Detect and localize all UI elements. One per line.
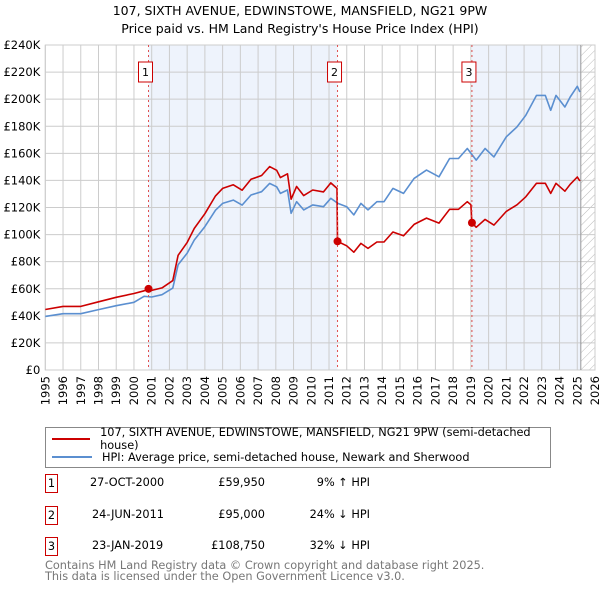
y-tick-label: £220K: [3, 65, 40, 79]
y-tick-label: £60K: [11, 282, 41, 296]
y-tick-label: £240K: [3, 38, 40, 52]
y-tick-label: £200K: [3, 92, 40, 106]
sale-marker-box: [138, 61, 154, 83]
legend-swatch-hpi: [52, 456, 92, 458]
transaction-row: 1 27-OCT-2000 £59,950 9% ↑ HPI: [45, 474, 445, 494]
x-tick-label: 1998: [91, 376, 105, 405]
sale-marker-label: 1: [142, 66, 149, 79]
chart-subtitle: Price paid vs. HM Land Registry's House …: [121, 21, 479, 36]
y-tick-label: £180K: [3, 119, 40, 133]
sale-marker-label: 3: [465, 66, 472, 79]
legend-item-price: 107, SIXTH AVENUE, EDWINSTOWE, MANSFIELD…: [52, 426, 550, 452]
sale-marker-box: [461, 61, 477, 83]
x-tick-label: 2017: [428, 376, 442, 405]
legend-label-hpi: HPI: Average price, semi-detached house,…: [102, 450, 470, 464]
x-tick-label: 2008: [269, 376, 283, 405]
y-tick-label: £140K: [3, 173, 40, 187]
x-tick-label: 2006: [233, 376, 247, 405]
footer-licence: This data is licensed under the Open Gov…: [45, 570, 405, 583]
y-tick-label: £120K: [3, 201, 40, 215]
x-tick-label: 2009: [287, 376, 301, 405]
x-tick-label: 2025: [570, 376, 584, 405]
price-chart: 1995 1996 1997 1998 1999 2000 2001 2002 2003 2004…: [3, 38, 600, 405]
x-tick-label: 2001: [145, 376, 159, 405]
transaction-price: £108,750: [211, 539, 265, 552]
sale-point: [333, 237, 342, 246]
x-tick-label: 2003: [180, 376, 194, 405]
footer-copyright: Contains HM Land Registry data © Crown c…: [45, 559, 485, 572]
x-tick-label: 2015: [393, 376, 407, 405]
transaction-hpi: 9% ↑ HPI: [316, 476, 370, 489]
sale-marker-label: 2: [331, 66, 338, 79]
y-tick-label: £160K: [3, 146, 40, 160]
hpi-line: [45, 85, 581, 318]
x-tick-label: 2026: [588, 376, 600, 405]
transaction-date: 24-JUN-2011: [92, 508, 164, 521]
y-tick-label: £80K: [11, 255, 41, 269]
x-tick-label: 2010: [304, 376, 318, 405]
transaction-number: 1: [45, 474, 58, 493]
legend-item-hpi: HPI: Average price, semi-detached house,…: [52, 449, 470, 465]
chart-title: 107, SIXTH AVENUE, EDWINSTOWE, MANSFIELD…: [112, 3, 488, 18]
transaction-row: 3 23-JAN-2019 £108,750 32% ↓ HPI: [45, 537, 445, 557]
legend-label-price: 107, SIXTH AVENUE, EDWINSTOWE, MANSFIELD…: [100, 426, 531, 452]
x-tick-label: 2018: [446, 376, 460, 405]
legend: 107, SIXTH AVENUE, EDWINSTOWE, MANSFIELD…: [45, 426, 551, 468]
y-tick-label: £40K: [11, 309, 41, 323]
transaction-date: 27-OCT-2000: [90, 476, 165, 489]
transaction-row: 2 24-JUN-2011 £95,000 24% ↓ HPI: [45, 506, 445, 526]
x-tick-label: 2014: [375, 376, 389, 405]
x-tick-label: 2000: [127, 376, 141, 405]
x-tick-label: 2021: [499, 376, 513, 405]
x-tick-label: 2019: [464, 376, 478, 405]
x-tick-label: 2005: [216, 376, 230, 405]
x-tick-label: 2024: [553, 376, 567, 405]
y-tick-label: £0: [26, 363, 41, 377]
transaction-price: £95,000: [218, 508, 265, 521]
x-tick-label: 2013: [357, 376, 371, 405]
x-tick-label: 1995: [38, 376, 52, 405]
x-tick-label: 2022: [517, 376, 531, 405]
legend-swatch-price: [52, 438, 91, 440]
x-tick-label: 1996: [56, 376, 70, 405]
x-tick-label: 2023: [535, 376, 549, 405]
sale-point: [467, 218, 476, 227]
transaction-date: 23-JAN-2019: [92, 539, 164, 552]
y-tick-label: £100K: [3, 228, 40, 242]
plot-border: [44, 44, 596, 371]
transaction-price: £59,950: [218, 476, 265, 489]
sale-marker-box: [327, 61, 343, 83]
price-paid-line: [45, 165, 581, 311]
transaction-number: 2: [45, 506, 58, 525]
x-tick-label: 1999: [109, 376, 123, 405]
x-tick-label: 2011: [322, 376, 336, 405]
x-tick-label: 2016: [411, 376, 425, 405]
sale-point: [144, 284, 153, 293]
transaction-number: 3: [45, 537, 58, 556]
x-tick-label: 1997: [74, 376, 88, 405]
x-tick-label: 2007: [251, 376, 265, 405]
transaction-hpi: 32% ↓ HPI: [309, 539, 370, 552]
x-tick-label: 2012: [340, 376, 354, 405]
x-tick-label: 2020: [482, 376, 496, 405]
y-tick-label: £20K: [11, 336, 41, 350]
x-tick-label: 2004: [198, 376, 212, 405]
x-tick-label: 2002: [162, 376, 176, 405]
transaction-hpi: 24% ↓ HPI: [309, 508, 370, 521]
